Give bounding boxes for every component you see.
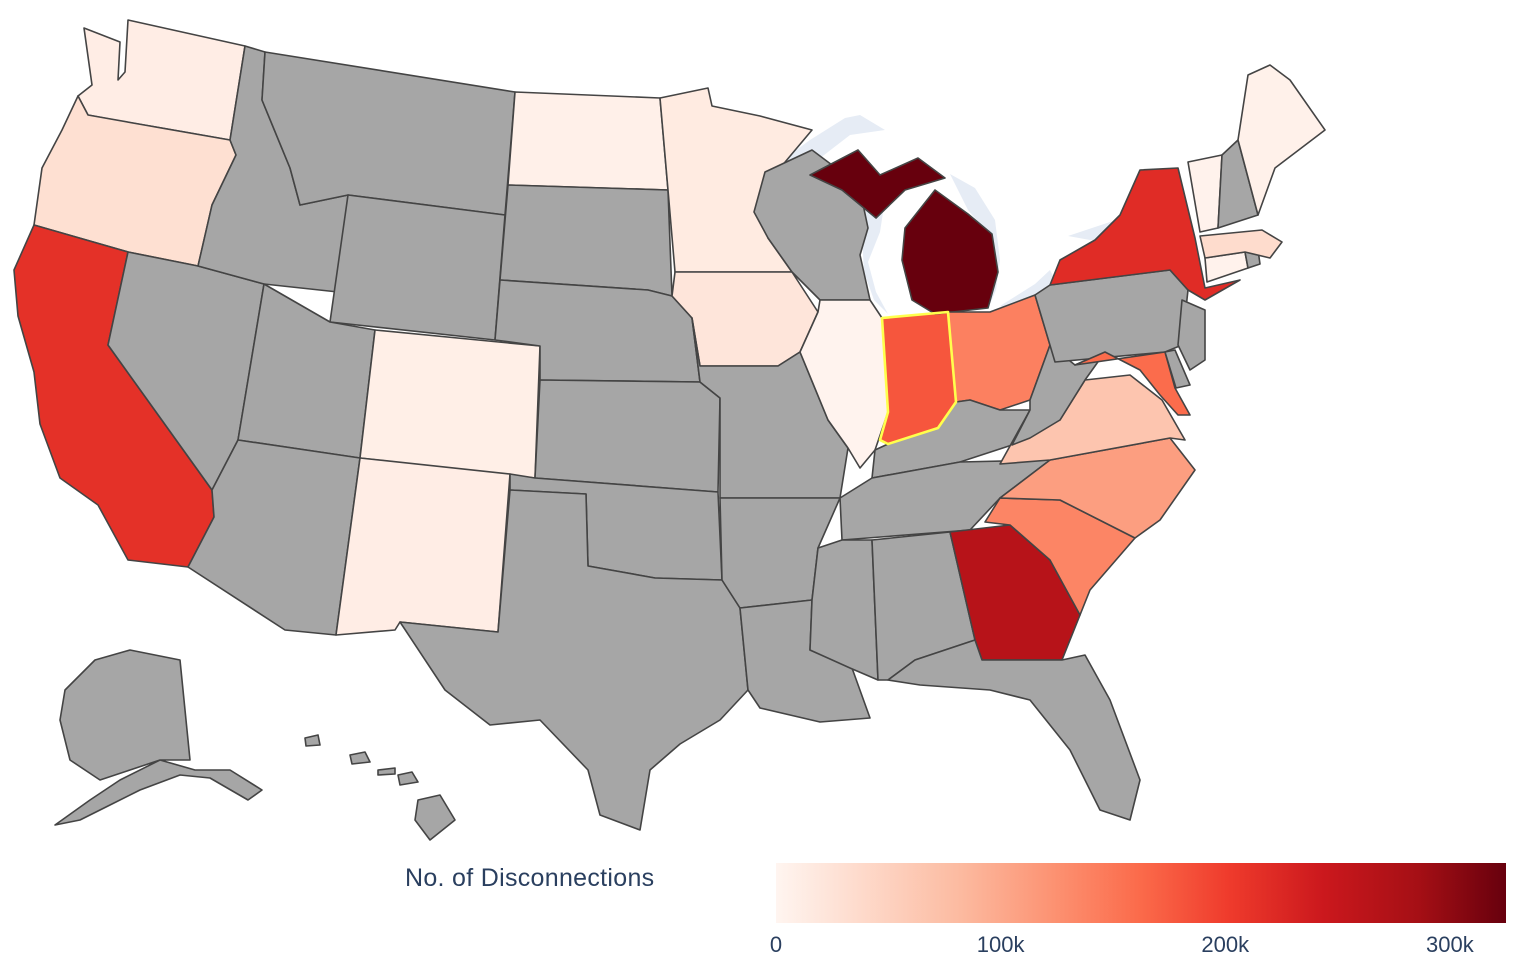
state-hi[interactable] <box>304 734 456 841</box>
states-layer[interactable] <box>13 19 1326 841</box>
state-vt[interactable] <box>1187 154 1223 233</box>
state-me[interactable] <box>1237 64 1326 216</box>
hover-outline-layer <box>878 310 958 446</box>
state-ms[interactable] <box>809 539 879 681</box>
colorbar-tick-label: 300k <box>1425 932 1474 957</box>
state-ma[interactable] <box>1199 229 1283 259</box>
state-fl[interactable] <box>887 639 1141 821</box>
state-sd[interactable] <box>499 184 673 297</box>
lake-shape <box>950 174 1000 304</box>
state-mi[interactable] <box>901 189 999 315</box>
state-wy[interactable] <box>329 194 506 341</box>
state-ak[interactable] <box>54 649 263 826</box>
state-il[interactable] <box>799 299 889 469</box>
state-co[interactable] <box>359 329 541 479</box>
state-nm[interactable] <box>335 457 511 636</box>
colorbar-tick-label: 0 <box>769 932 783 957</box>
state-mt[interactable] <box>261 51 516 216</box>
colorbar-tick-label: 100k <box>976 932 1025 957</box>
state-tx[interactable] <box>399 489 749 831</box>
hover-outline-in <box>878 310 958 446</box>
lake-shape <box>1000 270 1055 310</box>
state-de[interactable] <box>1164 349 1191 389</box>
colorbar <box>776 863 1506 923</box>
legend-title: No. of Disconnections <box>405 864 655 892</box>
state-ks[interactable] <box>534 379 721 493</box>
state-nj[interactable] <box>1177 299 1206 371</box>
state-mi[interactable] <box>809 149 946 219</box>
state-nd[interactable] <box>507 91 669 191</box>
state-ny[interactable] <box>1049 167 1241 301</box>
colorbar-tick-label: 200k <box>1201 932 1250 957</box>
